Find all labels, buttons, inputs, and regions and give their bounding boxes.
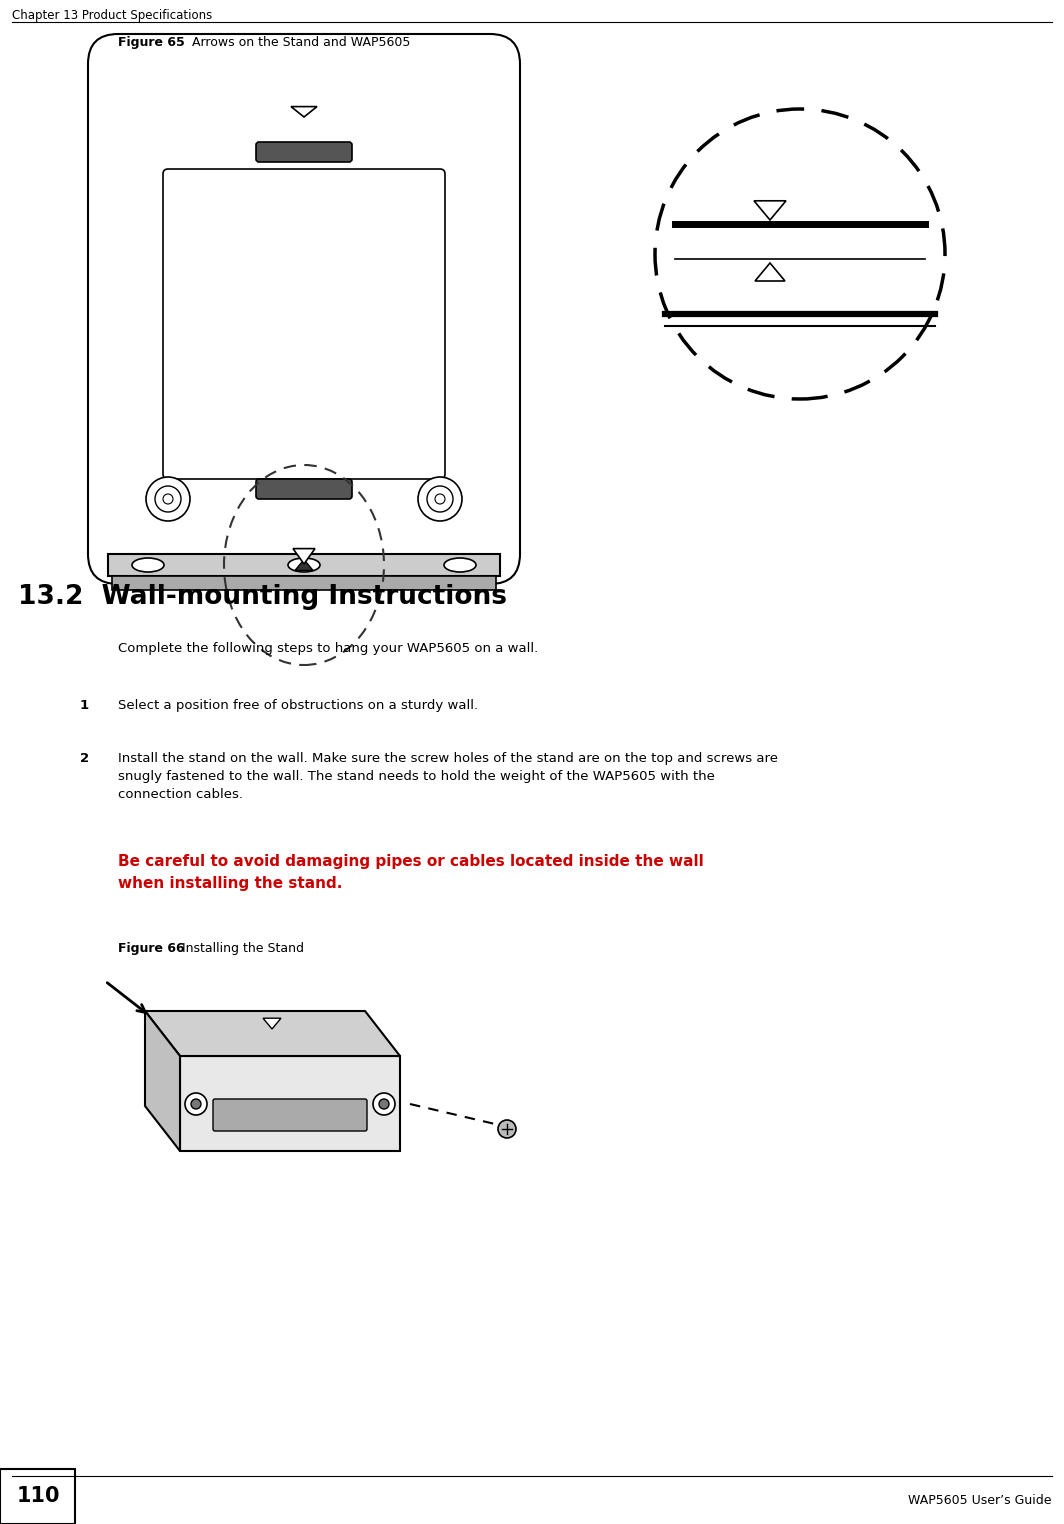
Text: 110: 110 (16, 1486, 60, 1506)
Text: when installing the stand.: when installing the stand. (118, 876, 343, 892)
Text: 1: 1 (80, 700, 89, 712)
Circle shape (163, 494, 173, 504)
Circle shape (192, 1099, 201, 1109)
Circle shape (435, 494, 445, 504)
Circle shape (655, 110, 945, 399)
Ellipse shape (132, 558, 164, 572)
Circle shape (185, 1093, 207, 1116)
Polygon shape (755, 264, 785, 280)
Text: Be careful to avoid damaging pipes or cables located inside the wall: Be careful to avoid damaging pipes or ca… (118, 853, 703, 869)
Polygon shape (295, 559, 313, 570)
Circle shape (498, 1120, 516, 1138)
Polygon shape (754, 201, 786, 219)
FancyBboxPatch shape (256, 142, 352, 162)
Text: Arrows on the Stand and WAP5605: Arrows on the Stand and WAP5605 (176, 37, 411, 49)
Circle shape (379, 1099, 389, 1109)
Circle shape (373, 1093, 395, 1116)
FancyBboxPatch shape (163, 169, 445, 479)
Circle shape (146, 477, 190, 521)
Text: WAP5605 User’s Guide: WAP5605 User’s Guide (909, 1494, 1052, 1507)
Polygon shape (290, 107, 317, 117)
Circle shape (418, 477, 462, 521)
Text: Install the stand on the wall. Make sure the screw holes of the stand are on the: Install the stand on the wall. Make sure… (118, 751, 778, 765)
FancyBboxPatch shape (109, 555, 500, 576)
Polygon shape (180, 1056, 400, 1151)
Polygon shape (145, 1010, 180, 1151)
FancyBboxPatch shape (112, 576, 496, 590)
Polygon shape (293, 549, 315, 564)
FancyBboxPatch shape (256, 479, 352, 498)
Polygon shape (263, 1018, 281, 1029)
Text: Select a position free of obstructions on a sturdy wall.: Select a position free of obstructions o… (118, 700, 478, 712)
Polygon shape (145, 1010, 400, 1056)
Text: 2: 2 (80, 751, 89, 765)
Text: connection cables.: connection cables. (118, 788, 243, 802)
Text: snugly fastened to the wall. The stand needs to hold the weight of the WAP5605 w: snugly fastened to the wall. The stand n… (118, 770, 715, 783)
FancyBboxPatch shape (213, 1099, 367, 1131)
Text: Figure 66: Figure 66 (118, 942, 185, 956)
Text: 13.2  Wall-mounting Instructions: 13.2 Wall-mounting Instructions (18, 584, 508, 610)
Text: Chapter 13 Product Specifications: Chapter 13 Product Specifications (12, 9, 212, 21)
Circle shape (155, 486, 181, 512)
Circle shape (427, 486, 453, 512)
FancyBboxPatch shape (88, 34, 520, 584)
Text: Complete the following steps to hang your WAP5605 on a wall.: Complete the following steps to hang you… (118, 642, 538, 655)
Text: Installing the Stand: Installing the Stand (170, 942, 304, 956)
Text: Figure 65: Figure 65 (118, 37, 185, 49)
Ellipse shape (444, 558, 476, 572)
Ellipse shape (288, 558, 320, 572)
FancyBboxPatch shape (0, 1469, 74, 1524)
